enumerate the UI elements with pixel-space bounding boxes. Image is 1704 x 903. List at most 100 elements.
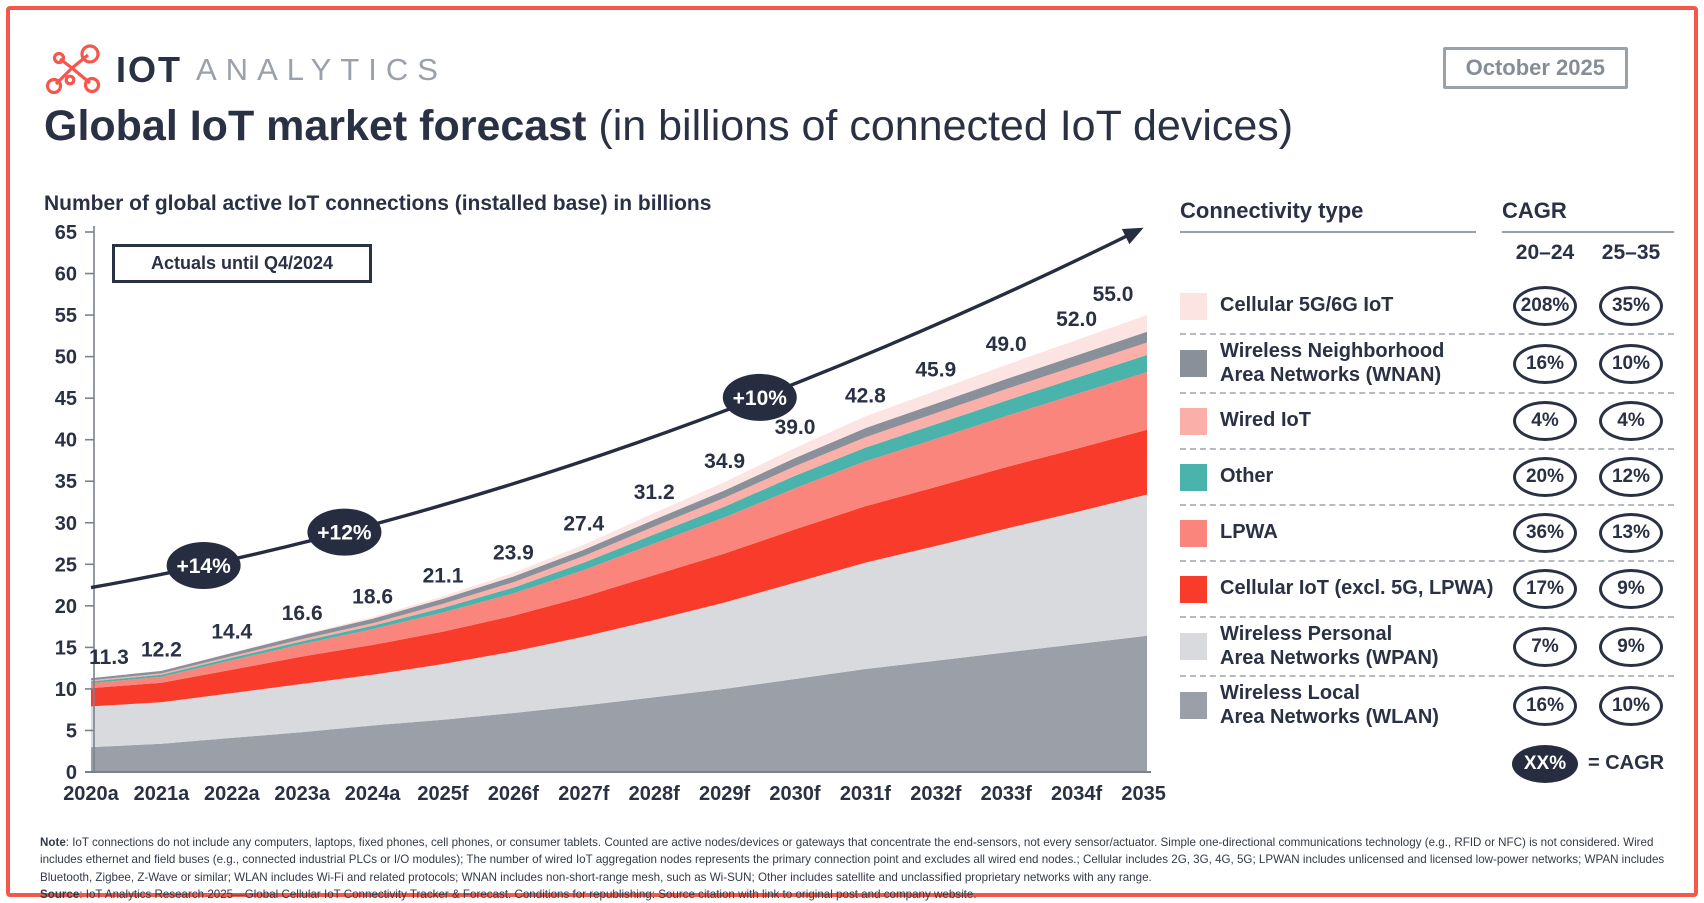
legend-label-wnan: Wireless Neighborhood Area Networks (WNAN… bbox=[1220, 340, 1445, 386]
area-cellular-iot-excl-5g-lpwa- bbox=[91, 429, 1147, 707]
chart-text: 45 bbox=[55, 388, 77, 410]
cagr-25-35-oval-wnan: 10% bbox=[1599, 343, 1663, 384]
actuals-until-label: Actuals until Q4/2024 bbox=[112, 244, 373, 283]
cagr-25-35-oval-cellular-iot: 9% bbox=[1599, 569, 1663, 610]
chart-text: 55 bbox=[55, 305, 77, 327]
chart-text: 2022a bbox=[204, 783, 260, 805]
legend-row-wnan: Wireless Neighborhood Area Networks (WNAN… bbox=[1180, 335, 1674, 392]
footnote-note-label: Note bbox=[40, 836, 66, 849]
chart-text: 2023a bbox=[274, 783, 330, 805]
footnote-source-text: : IoT Analytics Research 2025—Global Cel… bbox=[79, 888, 977, 902]
iot-analytics-logo: IOT ANALYTICS bbox=[46, 44, 447, 96]
cagr-20-24-oval-wlan: 16% bbox=[1513, 685, 1577, 726]
legend-swatch-wpan bbox=[1180, 633, 1207, 661]
chart-text: 2035f bbox=[1121, 783, 1166, 805]
cagr-20-24-oval-lpwa: 36% bbox=[1513, 513, 1577, 554]
page-title-main: Global IoT market forecast bbox=[44, 102, 587, 150]
legend-swatch-wnan bbox=[1180, 350, 1207, 378]
legend-col-cagr: CAGR bbox=[1502, 198, 1674, 233]
chart-text: 14.4 bbox=[211, 620, 252, 643]
legend-subheader: 20–24 25–35 bbox=[1180, 241, 1674, 265]
chart-text: 2034f bbox=[1051, 783, 1102, 805]
footnote-note-text: : IoT connections do not include any com… bbox=[40, 836, 1665, 884]
trend-arrow-line bbox=[90, 227, 1141, 590]
chart-text: 2027f bbox=[558, 783, 609, 805]
legend-row-cellular-5g6g: Cellular 5G/6G IoT 208% 35% bbox=[1180, 279, 1674, 333]
legend-row-lpwa: LPWA 36% 13% bbox=[1180, 506, 1674, 560]
chart-text: 23.9 bbox=[493, 541, 534, 564]
brand-iot-text: IOT bbox=[116, 49, 182, 90]
chart-canvas: 0 5 10 15 20 25 30 35 40 45 50 55 60 65 2020a 2021a 2022… bbox=[55, 222, 1173, 805]
legend-swatch-lpwa bbox=[1180, 519, 1207, 547]
legend-label-wired-iot: Wired IoT bbox=[1220, 409, 1311, 432]
cagr-20-24-oval-cellular-5g6g: 208% bbox=[1513, 286, 1577, 326]
legend-row-wlan: Wireless Local Area Networks (WLAN) 16% 10% bbox=[1180, 677, 1674, 734]
chart-subtitle: Number of global active IoT connections … bbox=[44, 192, 712, 215]
cagr-annotation-oval bbox=[166, 542, 241, 590]
legend-label-cellular-iot: Cellular IoT (excl. 5G, LPWA) bbox=[1220, 577, 1494, 600]
footnote-source-label: Source bbox=[40, 888, 80, 902]
legend-swatch-wired-iot bbox=[1180, 407, 1207, 435]
chart-text: 2030f bbox=[769, 783, 820, 805]
chart-text: 0 bbox=[66, 762, 77, 784]
chart-text: 39.0 bbox=[775, 416, 816, 439]
chart-text: 60 bbox=[55, 264, 77, 286]
chart-text: 16.6 bbox=[282, 602, 323, 625]
chart-text: +12% bbox=[317, 522, 372, 545]
cagr-25-35-oval-cellular-5g6g: 35% bbox=[1599, 286, 1663, 326]
cagr-25-35-oval-other: 12% bbox=[1599, 457, 1663, 498]
cagr-key-oval: XX% bbox=[1512, 744, 1578, 783]
page-title: Global IoT market forecast (in billions … bbox=[44, 102, 1293, 151]
chart-text: 42.8 bbox=[845, 384, 886, 407]
cagr-key: XX% = CAGR bbox=[1180, 744, 1674, 783]
legend-panel: Connectivity type CAGR 20–24 25–35 Cellu… bbox=[1180, 198, 1674, 783]
chart-text: 30 bbox=[55, 513, 77, 535]
chart-text: 2025f bbox=[417, 783, 468, 805]
cagr-20-24-oval-wired-iot: 4% bbox=[1513, 401, 1577, 442]
brand-analytics-text: ANALYTICS bbox=[196, 52, 447, 87]
chart-text: 2032f bbox=[910, 783, 961, 805]
legend-row-wpan: Wireless Personal Area Networks (WPAN) 7% 9… bbox=[1180, 618, 1674, 675]
cagr-20-24-oval-wpan: 7% bbox=[1513, 626, 1577, 667]
chart-text: 2026f bbox=[488, 783, 539, 805]
legend-separator bbox=[1180, 560, 1674, 563]
footnote-note: Note: IoT connections do not include any… bbox=[40, 834, 1666, 886]
legend-separator bbox=[1180, 616, 1674, 619]
date-badge: October 2025 bbox=[1442, 47, 1628, 89]
legend-col-connectivity-type: Connectivity type bbox=[1180, 198, 1476, 233]
legend-label-wlan: Wireless Local Area Networks (WLAN) bbox=[1220, 682, 1439, 728]
legend-separator bbox=[1180, 392, 1674, 395]
legend-label-wpan: Wireless Personal Area Networks (WPAN) bbox=[1220, 623, 1439, 669]
cagr-annotation-oval bbox=[722, 373, 797, 421]
legend-rows: Cellular 5G/6G IoT 208% 35% Wireless Neighb… bbox=[1180, 279, 1674, 735]
legend-separator bbox=[1180, 504, 1674, 507]
page-title-suffix: (in billions of connected IoT devices) bbox=[586, 102, 1294, 150]
cagr-25-35-oval-wired-iot: 4% bbox=[1599, 401, 1663, 442]
stacked-area-chart: 0 5 10 15 20 25 30 35 40 45 50 55 60 65 2020a 2021a 2022… bbox=[36, 212, 1173, 812]
chart-text: 2020a bbox=[63, 783, 119, 805]
cagr-25-35-oval-lpwa: 13% bbox=[1599, 513, 1663, 554]
chart-text: 34.9 bbox=[704, 450, 745, 473]
chart-text: 65 bbox=[55, 222, 77, 244]
legend-label-cellular-5g6g: Cellular 5G/6G IoT bbox=[1220, 294, 1394, 317]
legend-swatch-cellular-iot bbox=[1180, 575, 1207, 603]
cagr-20-24-oval-other: 20% bbox=[1513, 457, 1577, 498]
chart-text: 15 bbox=[55, 637, 77, 659]
chart-text: 18.6 bbox=[352, 585, 393, 608]
chart-text: 50 bbox=[55, 347, 77, 369]
trend-arrowhead bbox=[1121, 227, 1144, 245]
network-nodes-icon bbox=[46, 44, 101, 95]
legend-col-20-24: 20–24 bbox=[1515, 241, 1575, 264]
area-wireless-local-area-networks-wlan- bbox=[91, 635, 1147, 772]
chart-text: 31.2 bbox=[634, 481, 675, 504]
cagr-annotation-oval bbox=[307, 508, 382, 556]
legend-swatch-other bbox=[1180, 463, 1207, 491]
legend-label-lpwa: LPWA bbox=[1220, 521, 1278, 544]
chart-text: +10% bbox=[733, 387, 788, 410]
legend-row-wired-iot: Wired IoT 4% 4% bbox=[1180, 394, 1674, 448]
legend-row-cellular-iot: Cellular IoT (excl. 5G, LPWA) 17% 9% bbox=[1180, 562, 1674, 616]
chart-text: 10 bbox=[55, 679, 77, 701]
chart-text: 45.9 bbox=[915, 359, 956, 382]
chart-text: 52.0 bbox=[1056, 308, 1097, 331]
